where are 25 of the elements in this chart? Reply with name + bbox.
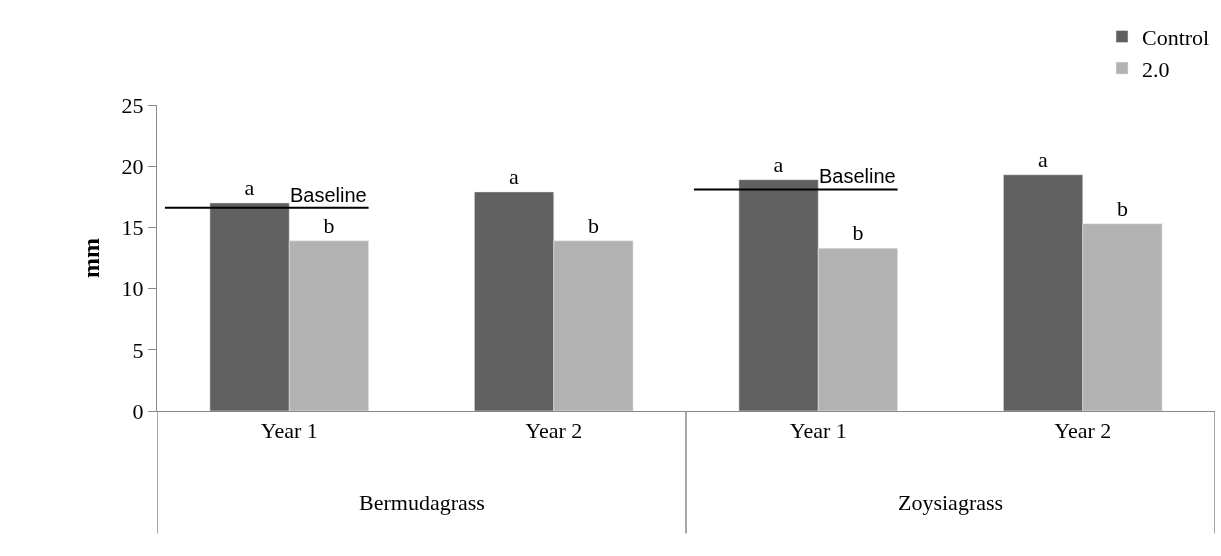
text: Zoysiagrass bbox=[898, 490, 1004, 515]
data-label: a bbox=[1038, 146, 1049, 172]
text: Bermudagrass bbox=[359, 490, 485, 515]
data-label: a bbox=[509, 163, 520, 189]
y-tick-label: 0 bbox=[132, 398, 144, 424]
legend-label: 2.0 bbox=[1142, 56, 1170, 82]
x-tick-label: Year 1 bbox=[789, 418, 847, 444]
x-tick-label: Year 2 bbox=[1054, 418, 1112, 444]
y-tick-label: 5 bbox=[132, 337, 144, 363]
ref-line-label: Baseline bbox=[819, 165, 896, 187]
y-tick-label: 15 bbox=[121, 215, 144, 241]
data-label: b bbox=[1116, 195, 1128, 221]
y-tick-label: 25 bbox=[121, 92, 144, 118]
legend-label: Control bbox=[1142, 25, 1210, 51]
data-label: b bbox=[587, 212, 599, 238]
y-axis-title: mm bbox=[77, 238, 104, 278]
data-label: b bbox=[852, 220, 864, 246]
data-label: b bbox=[323, 212, 335, 238]
ref-line-label: Baseline bbox=[290, 184, 367, 206]
data-label: a bbox=[773, 151, 784, 177]
y-tick-label: 10 bbox=[121, 276, 144, 302]
x-tick-label: Year 2 bbox=[525, 418, 583, 444]
y-tick-label: 20 bbox=[121, 153, 144, 179]
x-tick-label: Year 1 bbox=[260, 418, 318, 444]
data-label: a bbox=[244, 174, 255, 200]
